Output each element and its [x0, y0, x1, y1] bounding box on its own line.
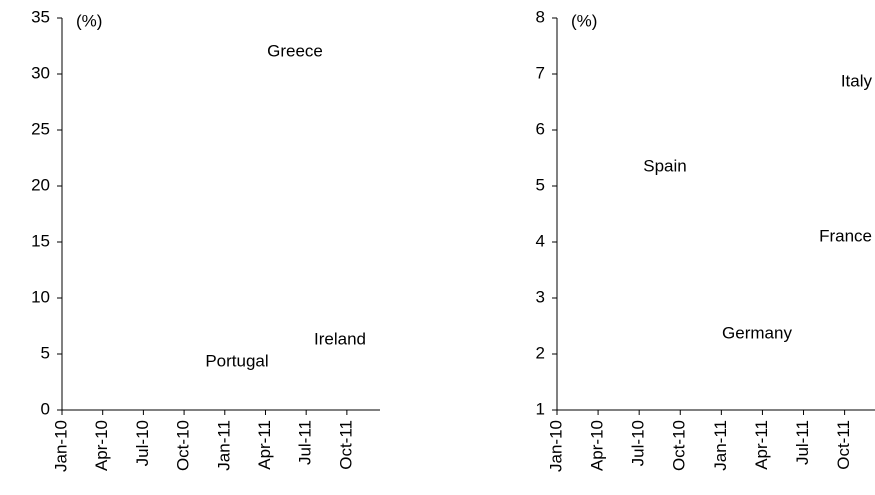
y-tick-label: 6 [536, 119, 545, 138]
x-tick-label: Oct-11 [834, 420, 853, 470]
y-tick-label: 7 [536, 63, 545, 82]
series-label: Germany [722, 323, 792, 342]
x-tick-label: Apr-11 [752, 420, 771, 470]
y-tick-label: 3 [536, 287, 545, 306]
x-tick-label: Jul-10 [133, 420, 152, 466]
x-tick-label: Apr-11 [255, 420, 274, 470]
x-tick-label: Jan-11 [214, 420, 233, 471]
x-tick-label: Jul-11 [296, 420, 315, 465]
y-tick-label: 2 [536, 343, 545, 362]
x-tick-label: Jan-11 [711, 420, 730, 471]
y-tick-label: 5 [536, 175, 545, 194]
y-tick-label: 0 [41, 399, 50, 418]
y-tick-label: 4 [536, 231, 545, 250]
series-label: France [819, 226, 872, 245]
series-label: Spain [643, 156, 686, 175]
y-tick-label: 1 [536, 399, 545, 418]
y-tick-label: 8 [536, 7, 545, 26]
series-label: Italy [841, 71, 873, 90]
y-tick-label: 5 [41, 343, 50, 362]
x-tick-label: Apr-10 [588, 420, 607, 471]
y-tick-label: 35 [31, 7, 50, 26]
y-axis-label: (%) [571, 11, 597, 30]
x-tick-label: Jan-10 [51, 420, 70, 472]
x-tick-label: Jan-10 [546, 420, 565, 472]
y-tick-label: 10 [31, 287, 50, 306]
x-tick-label: Jul-10 [629, 420, 648, 466]
y-tick-label: 20 [31, 175, 50, 194]
series-label: Ireland [314, 329, 366, 348]
x-tick-label: Apr-10 [92, 420, 111, 471]
y-tick-label: 25 [31, 119, 50, 138]
y-tick-label: 30 [31, 63, 50, 82]
x-tick-label: Oct-10 [174, 420, 193, 471]
series-label: Greece [267, 41, 323, 60]
y-tick-label: 15 [31, 231, 50, 250]
x-tick-label: Jul-11 [793, 420, 812, 465]
x-tick-label: Oct-10 [670, 420, 689, 471]
y-axis-label: (%) [76, 11, 102, 30]
series-label: Portugal [205, 351, 268, 370]
x-tick-label: Oct-11 [336, 420, 355, 470]
